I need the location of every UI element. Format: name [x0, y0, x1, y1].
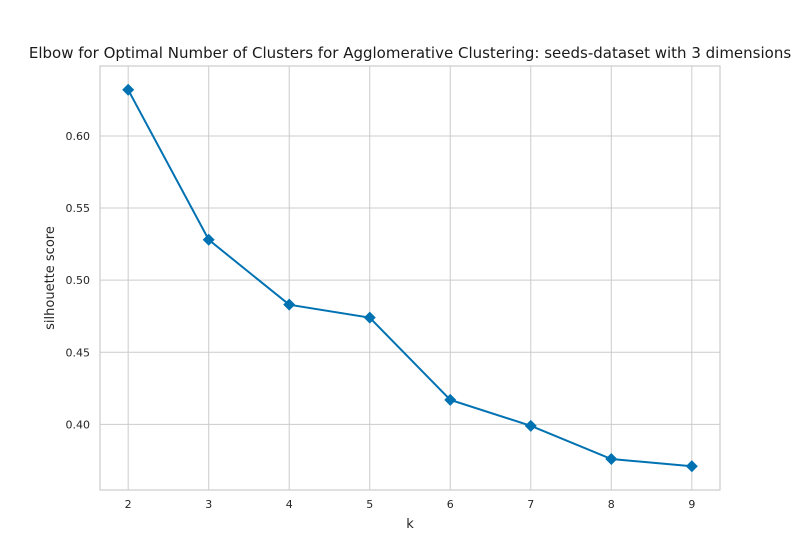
y-tick-label: 0.60: [66, 130, 91, 143]
x-tick-label: 6: [447, 498, 454, 511]
y-tick-label: 0.45: [66, 346, 91, 359]
x-tick-label: 4: [286, 498, 293, 511]
y-gridlines: [100, 135, 720, 425]
y-axis-label: silhouette score: [43, 226, 58, 330]
x-axis-label: k: [406, 517, 414, 532]
data-point-marker: [524, 419, 537, 432]
x-tick-label: 3: [205, 498, 212, 511]
data-point-marker: [685, 460, 698, 473]
chart-title: Elbow for Optimal Number of Clusters for…: [29, 44, 791, 62]
data-point-marker: [283, 298, 296, 311]
data-point-marker: [444, 393, 457, 406]
data-point-marker: [605, 452, 618, 465]
data-markers: [122, 83, 698, 473]
y-tick-label: 0.50: [66, 274, 91, 287]
y-tick-label: 0.55: [66, 202, 91, 215]
x-tick-label: 5: [366, 498, 373, 511]
x-tick-label: 2: [125, 498, 132, 511]
plot-frame: [99, 65, 721, 491]
x-tick-label: 8: [608, 498, 615, 511]
x-tick-label: 7: [527, 498, 534, 511]
y-tick-label: 0.40: [66, 418, 91, 431]
data-point-marker: [363, 311, 376, 324]
x-tick-labels: 2 3 4 5 6 7 8 9: [125, 498, 696, 511]
x-gridlines: [127, 66, 693, 490]
silhouette-score-line: [127, 89, 692, 468]
y-tick-labels: 0.40 0.45 0.50 0.55 0.60: [66, 130, 91, 431]
data-point-marker: [122, 83, 135, 96]
data-point-marker: [202, 233, 215, 246]
x-tick-label: 9: [688, 498, 695, 511]
